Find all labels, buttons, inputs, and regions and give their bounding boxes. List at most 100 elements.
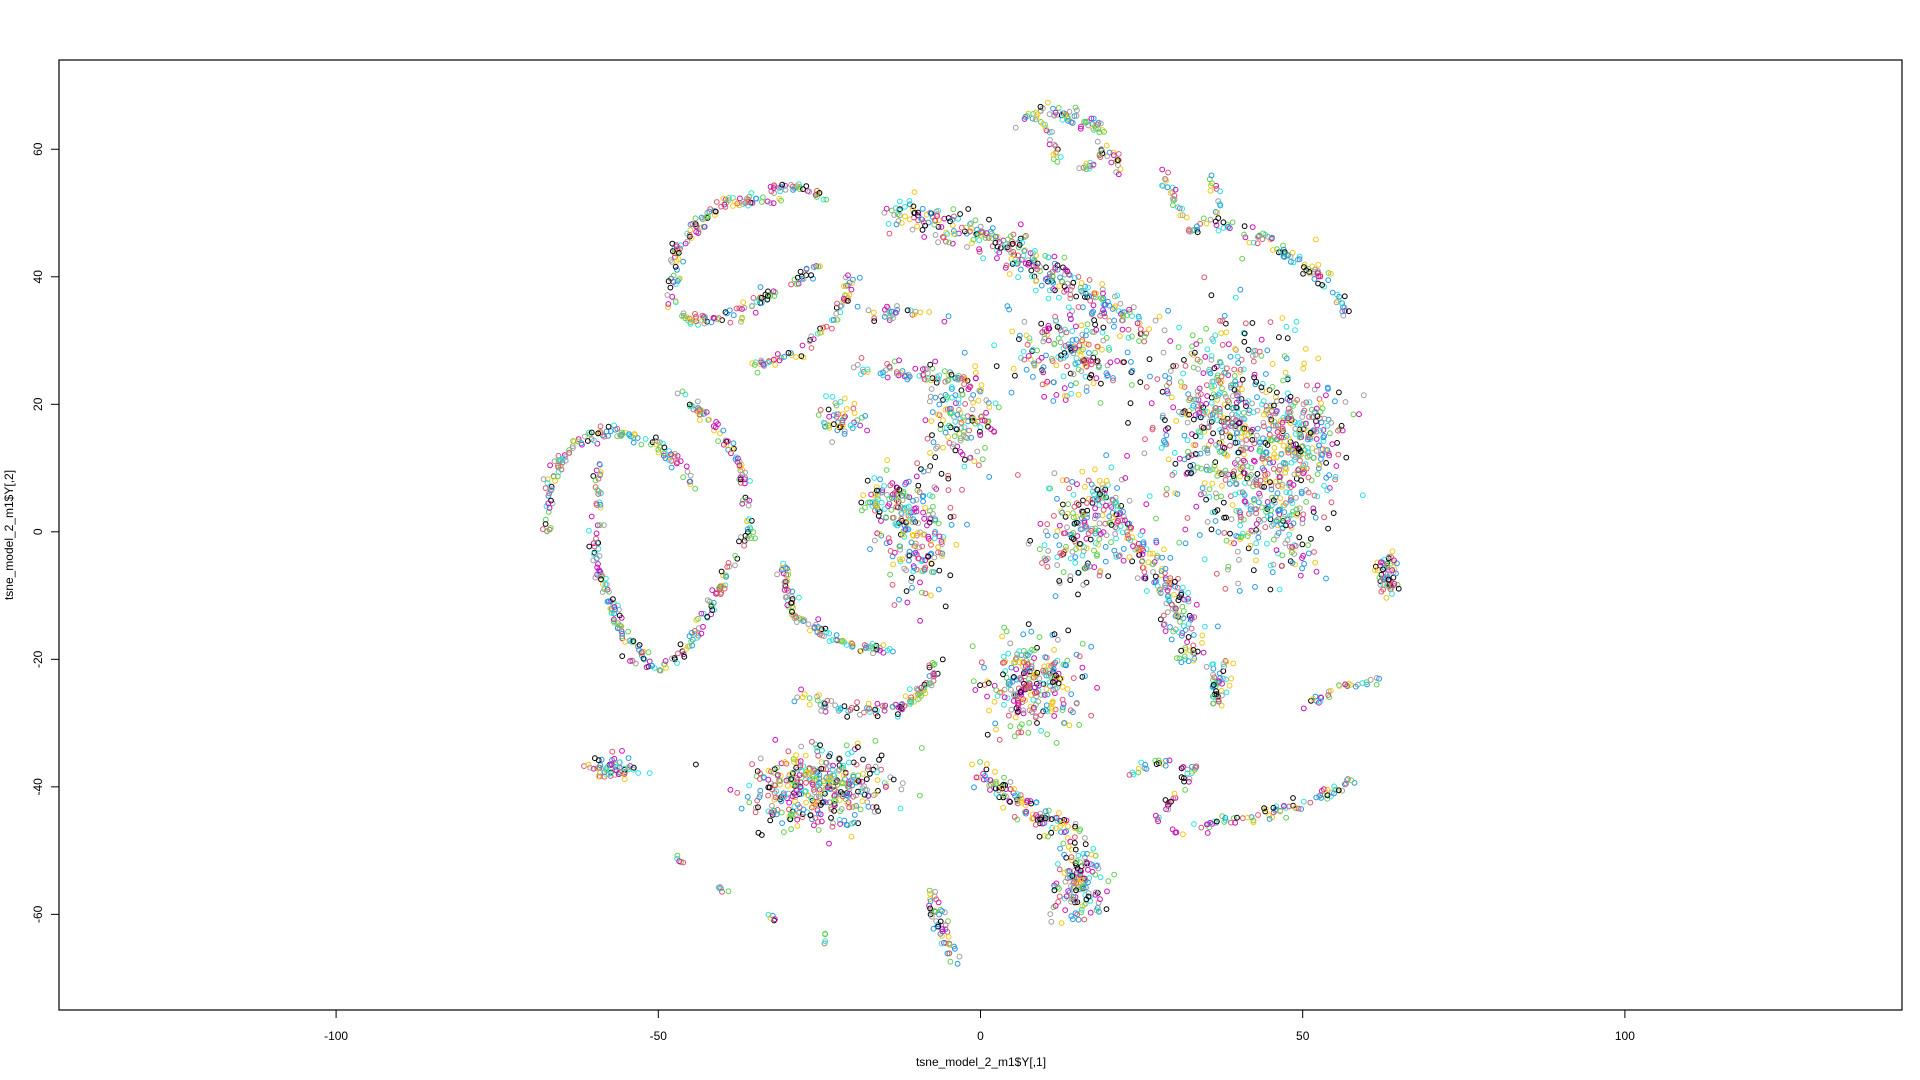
data-point xyxy=(1180,831,1186,838)
data-point xyxy=(793,752,799,758)
data-point xyxy=(1176,539,1183,546)
data-point xyxy=(945,313,952,320)
data-point xyxy=(1239,376,1246,383)
data-point xyxy=(591,543,598,550)
data-point xyxy=(905,509,912,516)
data-point xyxy=(1051,647,1057,653)
data-point xyxy=(1203,463,1210,470)
data-point xyxy=(931,535,938,542)
data-point xyxy=(1020,631,1027,638)
data-point xyxy=(972,687,979,693)
data-point xyxy=(826,753,832,760)
data-point xyxy=(1094,486,1101,493)
data-point xyxy=(1222,428,1229,434)
data-point xyxy=(935,224,942,230)
data-point xyxy=(1099,346,1105,353)
data-point xyxy=(1059,684,1066,690)
data-point xyxy=(1054,528,1061,534)
data-point xyxy=(890,561,896,568)
data-point xyxy=(869,641,876,647)
data-point xyxy=(680,474,687,481)
data-point xyxy=(864,369,871,375)
data-point xyxy=(1285,374,1291,381)
data-point xyxy=(1035,357,1042,364)
data-point xyxy=(986,707,992,714)
data-point xyxy=(1021,680,1027,687)
data-point xyxy=(1283,814,1289,821)
data-point xyxy=(1069,873,1076,879)
data-point xyxy=(906,552,913,559)
y-axis-label: tsne_model_2_m1$Y[,2] xyxy=(2,470,16,600)
data-point xyxy=(906,548,913,555)
data-point xyxy=(1006,681,1012,688)
data-point xyxy=(996,794,1003,801)
data-point xyxy=(910,203,917,210)
data-point xyxy=(870,792,877,799)
data-point xyxy=(1002,264,1009,271)
data-point xyxy=(855,772,862,779)
data-point xyxy=(1193,601,1200,608)
data-point xyxy=(622,638,628,645)
data-point xyxy=(935,586,942,593)
data-point xyxy=(1173,418,1180,424)
data-point xyxy=(935,549,941,556)
data-point xyxy=(887,548,894,554)
data-point xyxy=(922,590,929,597)
data-point xyxy=(822,625,829,632)
data-point xyxy=(820,324,827,331)
data-point xyxy=(924,370,931,377)
data-point xyxy=(1181,596,1187,603)
data-point xyxy=(922,417,929,424)
data-point xyxy=(1070,510,1076,517)
data-point xyxy=(977,232,984,239)
data-point xyxy=(1011,814,1018,820)
data-point xyxy=(1077,353,1084,359)
data-point xyxy=(959,391,966,398)
data-point xyxy=(1094,553,1100,559)
data-point xyxy=(1077,867,1084,874)
data-point xyxy=(985,418,992,425)
data-point xyxy=(1068,883,1074,889)
data-point xyxy=(1220,225,1227,231)
data-point xyxy=(955,216,961,222)
data-point xyxy=(1127,537,1134,543)
data-point xyxy=(1232,382,1239,388)
data-point xyxy=(993,363,1000,370)
data-point xyxy=(817,742,823,748)
data-point xyxy=(1150,569,1156,575)
data-point xyxy=(1094,138,1101,145)
data-point xyxy=(1070,491,1077,498)
data-point xyxy=(925,553,932,560)
data-point xyxy=(906,686,913,693)
data-point xyxy=(1112,293,1118,300)
data-point xyxy=(1248,446,1254,452)
data-point xyxy=(782,759,788,765)
data-point xyxy=(939,553,945,559)
data-point xyxy=(1036,546,1043,553)
data-point xyxy=(949,216,956,223)
data-point xyxy=(834,782,841,788)
data-point xyxy=(1012,372,1018,379)
data-point xyxy=(909,574,915,581)
data-point xyxy=(1139,551,1146,558)
data-point xyxy=(1263,389,1270,396)
data-point xyxy=(1197,358,1203,365)
data-point xyxy=(1222,470,1229,477)
data-point xyxy=(1199,485,1206,492)
data-point xyxy=(993,726,999,733)
data-point xyxy=(1072,559,1079,566)
data-point xyxy=(1321,433,1328,439)
data-point xyxy=(1171,591,1177,598)
data-point xyxy=(927,450,933,456)
x-tick-label: 100 xyxy=(1615,1029,1635,1043)
data-point xyxy=(1054,884,1061,890)
data-point xyxy=(935,411,941,418)
data-point xyxy=(1026,335,1033,342)
data-point xyxy=(1234,392,1240,399)
data-point xyxy=(1123,312,1130,319)
data-point xyxy=(1182,787,1189,793)
data-point xyxy=(823,759,830,766)
data-point xyxy=(1030,697,1037,703)
data-point xyxy=(1023,232,1029,239)
data-point xyxy=(895,711,901,717)
